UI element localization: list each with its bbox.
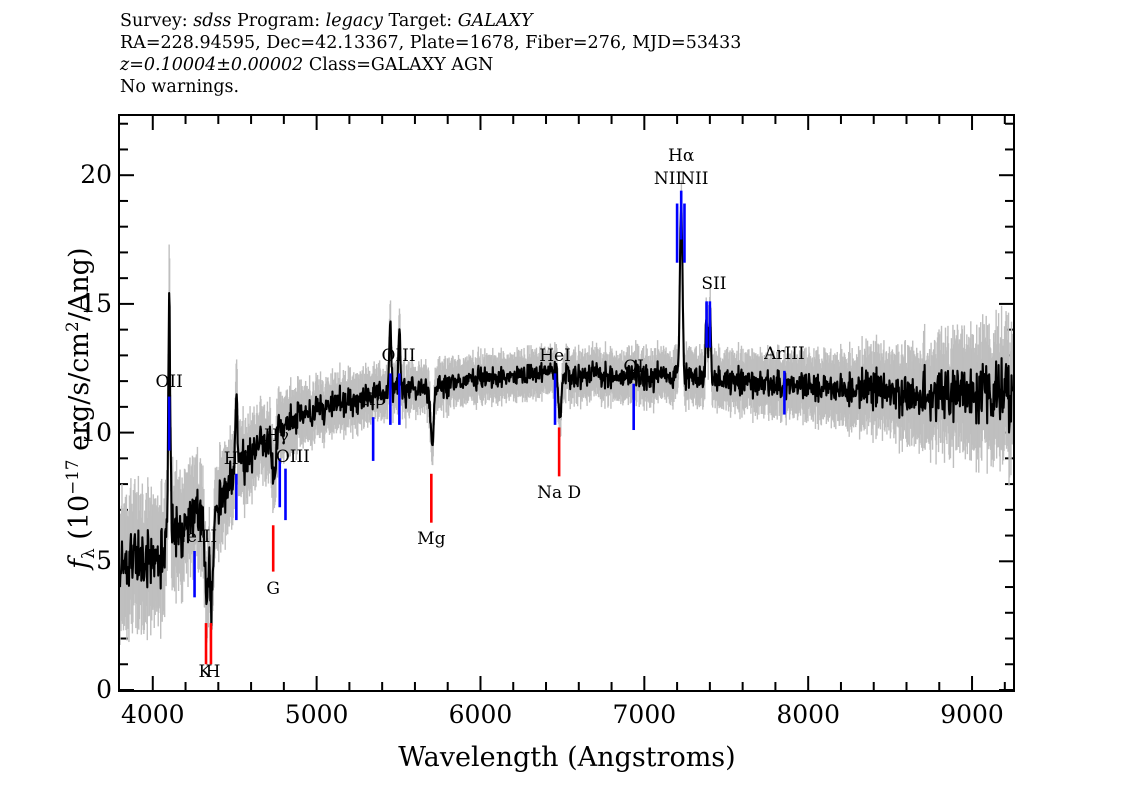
y-axis-tick-labels: 0 5 10 15 20 <box>62 0 112 810</box>
line-label-ariii: ArIII <box>764 343 805 364</box>
line-label-hbeta: Hβ <box>360 390 386 411</box>
line-label-k: K <box>198 661 212 682</box>
x-tick-label: 9000 <box>940 700 1004 729</box>
line-label-nad: Na D <box>537 482 582 503</box>
x-axis-tick-labels: 4000 5000 6000 7000 8000 9000 <box>0 700 1134 734</box>
line-label-hdelta: Hδ <box>223 449 249 470</box>
y-axis-units-exponent: 2 <box>61 321 82 332</box>
header-redshift-value: z=0.10004±0.00002 <box>120 55 304 75</box>
header-target-value: GALAXY <box>457 11 533 31</box>
metadata-header: Survey: sdss Program: legacy Target: GAL… <box>120 10 1020 98</box>
header-class-value: Class=GALAXY AGN <box>303 55 494 75</box>
header-program-value: legacy <box>325 11 383 31</box>
header-line-redshift: z=0.10004±0.00002 Class=GALAXY AGN <box>120 54 1020 76</box>
line-label-neiii: NeIII <box>172 526 218 547</box>
y-tick-label: 5 <box>96 546 112 576</box>
line-label-g: G <box>266 579 280 600</box>
header-target-prefix: Target: <box>382 11 458 31</box>
y-tick-label: 0 <box>96 675 112 704</box>
line-label-oi: OI <box>623 356 644 377</box>
header-survey-prefix: Survey: <box>120 11 194 31</box>
y-axis-units-mid: erg/s/cm <box>63 331 95 460</box>
line-label-oiii-a: OIII <box>275 446 310 467</box>
x-tick-label: 8000 <box>776 700 840 729</box>
y-axis-exponent: −17 <box>61 459 82 495</box>
header-survey-value: sdss <box>193 11 232 31</box>
header-line-coords: RA=228.94595, Dec=42.13367, Plate=1678, … <box>120 33 742 53</box>
flux-error-envelope <box>120 180 1013 666</box>
x-tick-label: 6000 <box>448 700 513 729</box>
spectrum-canvas <box>120 116 1013 690</box>
line-label-hei: HeI <box>539 346 571 367</box>
line-label-sii-a: SII <box>701 274 727 295</box>
y-axis-units-close: /Ang) <box>63 247 95 322</box>
line-label-nii-b: NII <box>680 168 709 189</box>
line-label-halpha: Hα <box>668 145 695 166</box>
y-tick-label: 10 <box>80 417 112 447</box>
header-line-survey: Survey: sdss Program: legacy Target: GAL… <box>120 10 1020 32</box>
y-axis-units-open: (10 <box>63 494 95 549</box>
y-tick-label: 15 <box>80 288 112 318</box>
y-axis-lambda-symbol: λ <box>78 548 99 559</box>
header-line-warnings: No warnings. <box>120 77 240 97</box>
line-label-nii-a: NII <box>653 168 683 189</box>
y-axis-title: fλ (10−17 erg/s/cm2/Ang) <box>62 98 98 718</box>
y-tick-label: 20 <box>80 160 112 190</box>
flux-curve <box>120 201 1013 627</box>
x-tick-label: 4000 <box>120 700 185 729</box>
x-tick-label: 7000 <box>612 700 677 729</box>
line-label-oii: OII <box>155 372 183 393</box>
line-label-mg: Mg <box>417 529 446 550</box>
line-label-h: H <box>205 661 221 682</box>
y-axis-f-symbol: f <box>63 558 95 569</box>
line-markers <box>167 190 786 665</box>
spectrum-plot-area <box>118 114 1015 692</box>
line-label-hgamma: Hγ <box>263 426 289 447</box>
line-label-oiii-b: OIII <box>381 346 416 367</box>
x-tick-label: 5000 <box>284 700 349 729</box>
x-axis-title: Wavelength (Angstroms) <box>398 742 736 773</box>
header-program-prefix: Program: <box>231 11 326 31</box>
